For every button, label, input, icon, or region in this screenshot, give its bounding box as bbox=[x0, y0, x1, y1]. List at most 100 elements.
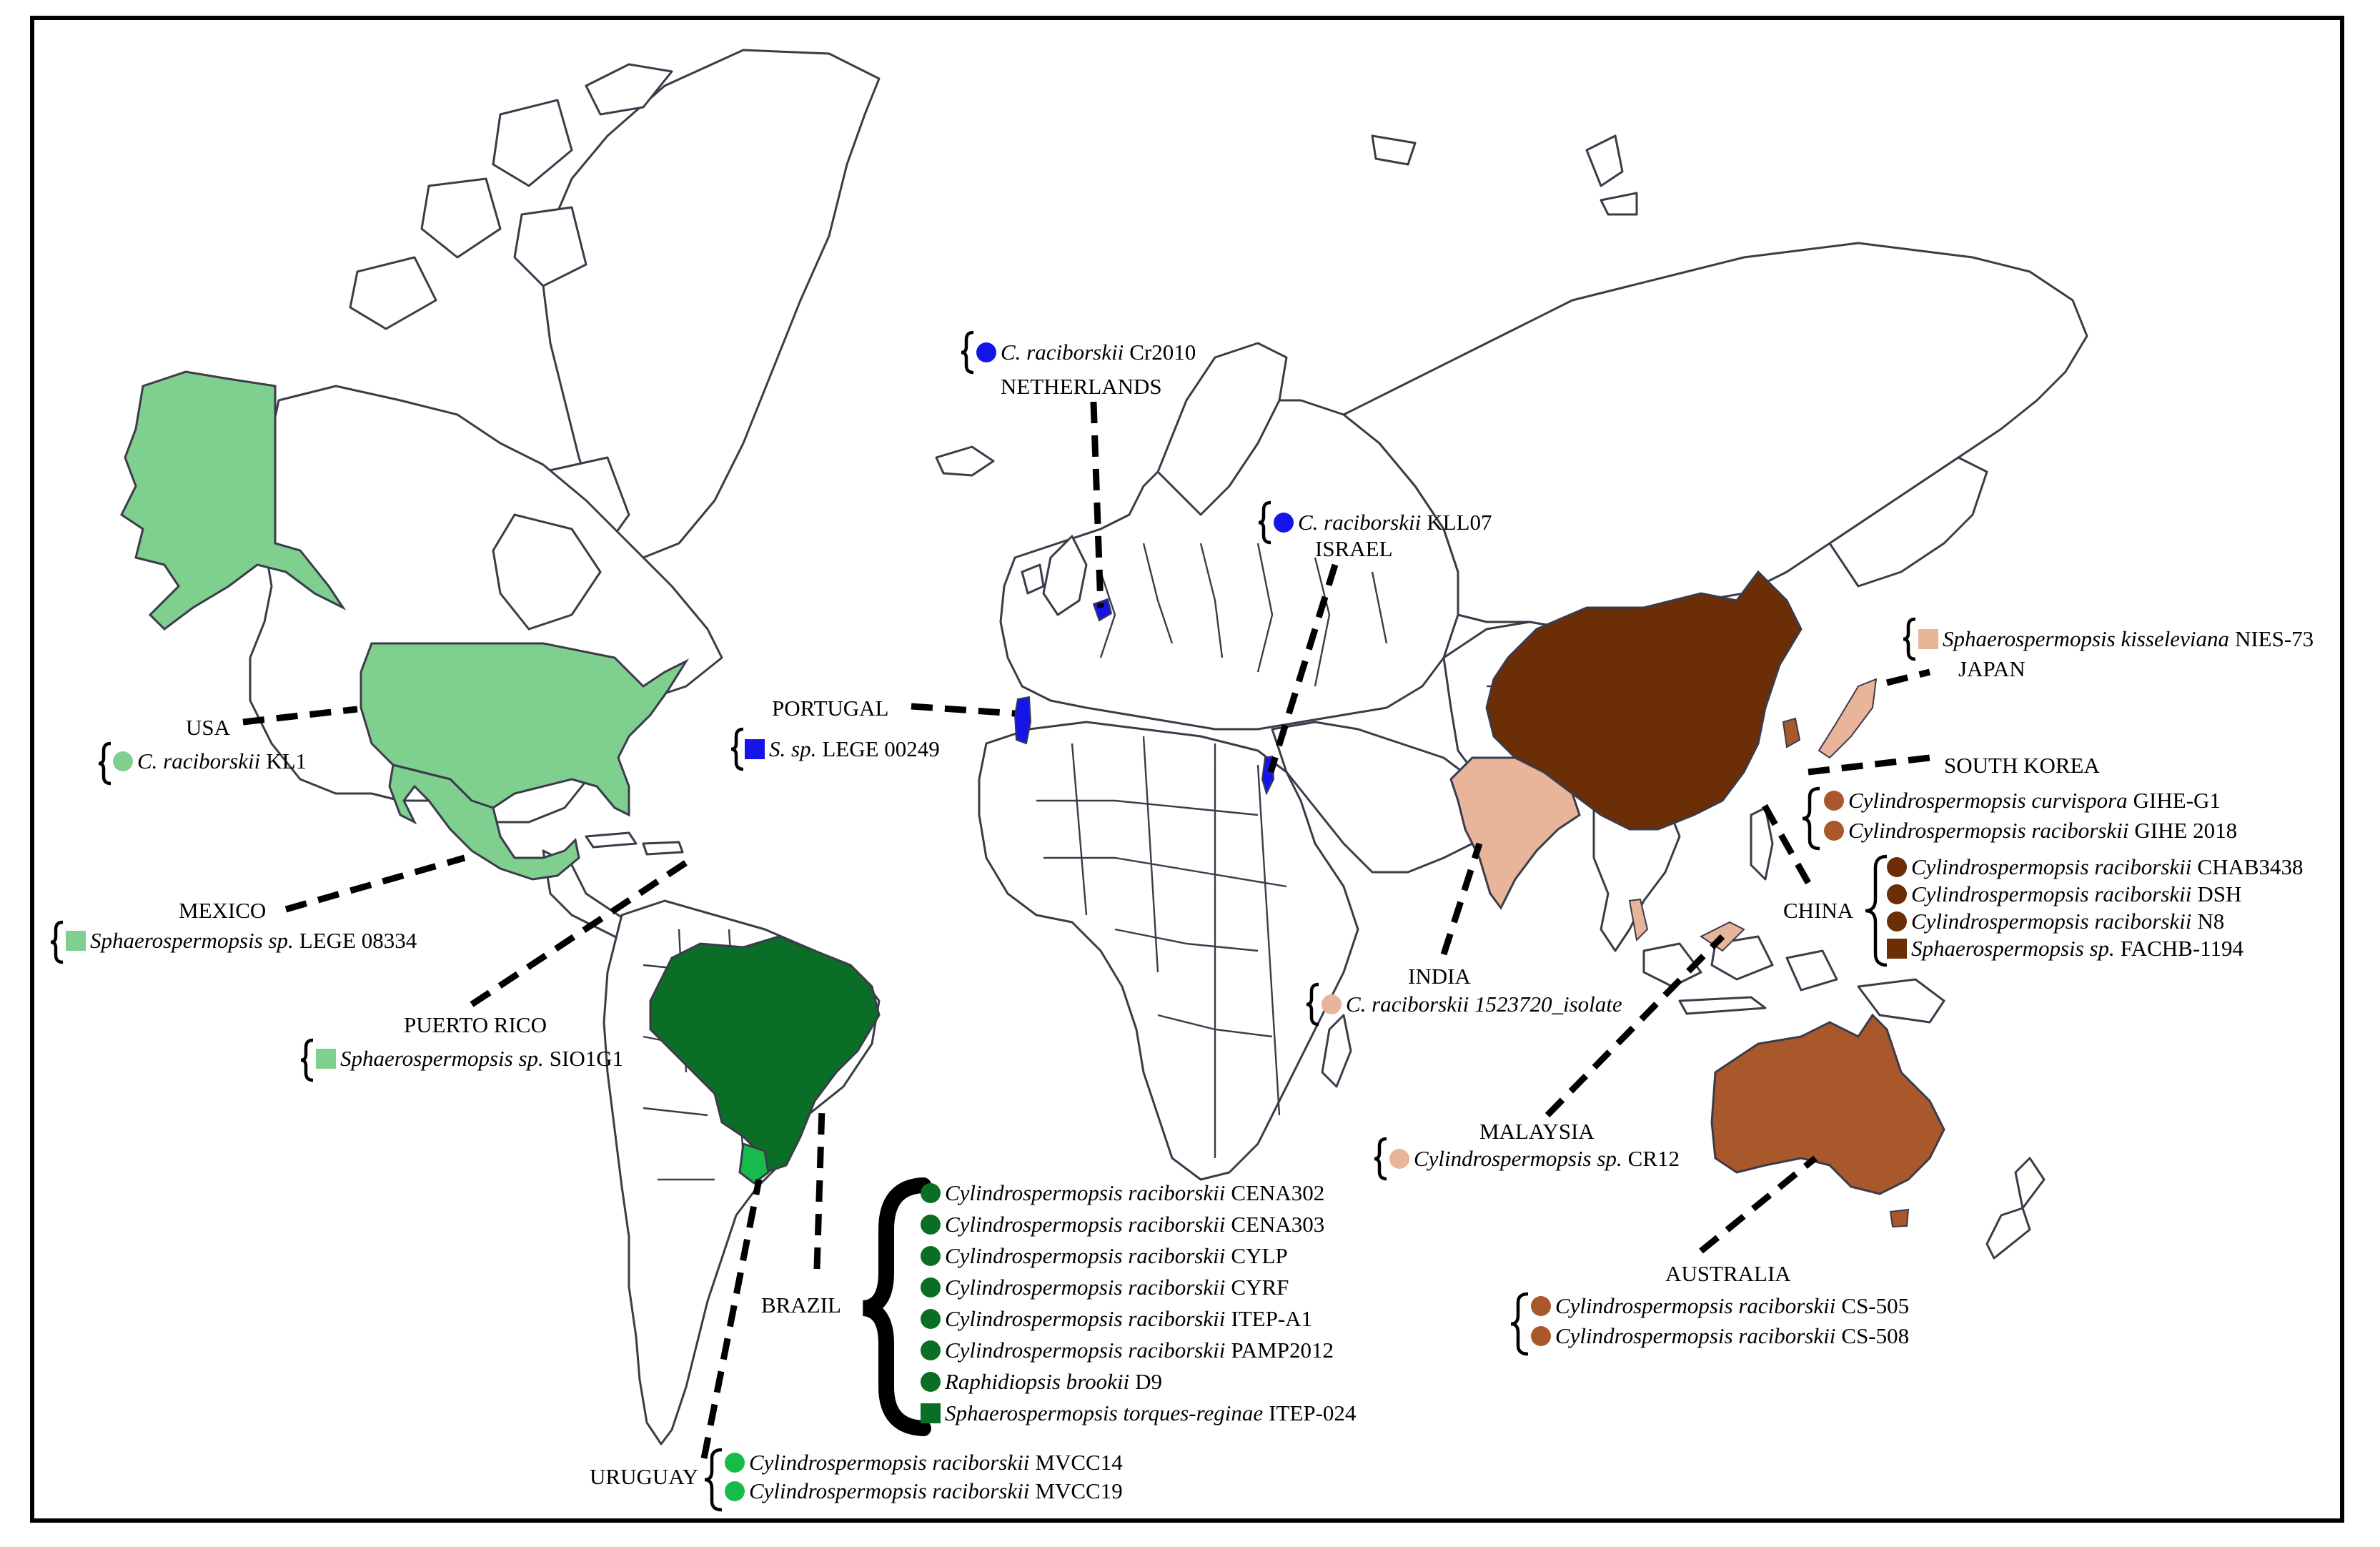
strain-entry: Sphaerospermopsis sp. LEGE 08334 bbox=[66, 929, 417, 952]
new-zealand-land bbox=[1985, 1207, 2031, 1260]
species-name: Raphidiopsis brookii bbox=[945, 1369, 1130, 1394]
species-name: Cylindrospermopsis raciborskii bbox=[749, 1478, 1030, 1503]
strain-id: MVCC14 bbox=[1035, 1450, 1123, 1475]
malaysia-region bbox=[1628, 898, 1649, 942]
strain-id: CYLP bbox=[1231, 1243, 1288, 1268]
strain-entry: Sphaerospermopsis sp. FACHB-1194 bbox=[1887, 937, 2243, 959]
strain-id: SIO1G1 bbox=[549, 1046, 624, 1071]
india-region bbox=[1449, 756, 1581, 910]
circle-marker bbox=[921, 1371, 941, 1392]
strain-entry: Cylindrospermopsis raciborskii N8 bbox=[1887, 910, 2224, 932]
arctic-island bbox=[1371, 134, 1417, 166]
arctic-island bbox=[513, 206, 587, 287]
brace-portugal bbox=[730, 727, 744, 771]
leader-lines bbox=[242, 401, 1931, 1459]
arctic-island bbox=[585, 63, 673, 116]
africa-land bbox=[978, 721, 1359, 1181]
country-label-south-korea: SOUTH KOREA bbox=[1944, 753, 2100, 778]
country-label-malaysia: MALAYSIA bbox=[1479, 1119, 1595, 1144]
circle-marker bbox=[725, 1452, 745, 1473]
circle-marker bbox=[1824, 820, 1844, 841]
strain-id: GIHE 2018 bbox=[2134, 818, 2238, 843]
strain-id: Cr2010 bbox=[1129, 340, 1196, 365]
species-name: Cylindrospermopsis raciborskii bbox=[945, 1306, 1226, 1331]
strain-entry: Sphaerospermopsis sp. SIO1G1 bbox=[316, 1047, 623, 1069]
country-label-brazil: BRAZIL bbox=[761, 1293, 841, 1318]
strain-id: KL1 bbox=[266, 748, 307, 774]
strain-entry: Cylindrospermopsis raciborskii CYRF bbox=[921, 1276, 1289, 1298]
strain-entry: Cylindrospermopsis raciborskii GIHE 2018 bbox=[1824, 819, 2237, 841]
circle-marker bbox=[976, 342, 996, 362]
strain-id: N8 bbox=[2197, 909, 2225, 934]
strain-entry: C. raciborskii Cr2010 bbox=[976, 341, 1196, 363]
species-name: Sphaerospermopsis torques-reginae bbox=[945, 1400, 1264, 1425]
brace-china bbox=[1865, 854, 1888, 967]
species-name: Sphaerospermopsis sp. bbox=[90, 928, 294, 953]
brace-uruguay bbox=[704, 1448, 723, 1512]
brace-netherlands bbox=[961, 330, 974, 375]
iceland-land bbox=[935, 445, 995, 477]
strain-id: CHAB3438 bbox=[2197, 854, 2304, 879]
strain-id: LEGE 00249 bbox=[822, 736, 940, 761]
indonesia-island bbox=[1785, 949, 1838, 992]
square-marker bbox=[1887, 938, 1907, 959]
country-label-puerto-rico: PUERTO RICO bbox=[404, 1012, 547, 1037]
strain-entry: Cylindrospermopsis raciborskii DSH bbox=[1887, 883, 2241, 905]
strain-entry: Cylindrospermopsis raciborskii MVCC14 bbox=[725, 1451, 1123, 1473]
new-guinea-land bbox=[1857, 978, 1945, 1024]
arctic-island bbox=[1585, 134, 1624, 187]
landmasses bbox=[249, 49, 2088, 1445]
strain-id: ITEP-024 bbox=[1269, 1400, 1357, 1425]
circle-marker bbox=[1322, 994, 1342, 1014]
species-name: Cylindrospermopsis raciborskii bbox=[1911, 909, 2192, 934]
strain-id: CENA303 bbox=[1231, 1212, 1325, 1237]
circle-marker bbox=[921, 1214, 941, 1235]
australia-region bbox=[1710, 1013, 1945, 1195]
species-name: Cylindrospermopsis raciborskii bbox=[1555, 1323, 1836, 1348]
east-russia-land bbox=[1828, 456, 1988, 588]
brace-usa bbox=[98, 741, 111, 786]
species-name: Cylindrospermopsis raciborskii bbox=[945, 1275, 1226, 1300]
circle-marker bbox=[1887, 884, 1907, 904]
country-label-usa: USA bbox=[186, 715, 231, 740]
circle-marker bbox=[921, 1308, 941, 1329]
ireland-land bbox=[1021, 563, 1045, 595]
strain-entry: Cylindrospermopsis sp. CR12 bbox=[1389, 1147, 1680, 1170]
species-name: Cylindrospermopsis raciborskii bbox=[945, 1243, 1226, 1268]
highlighted-countries bbox=[120, 370, 1945, 1195]
species-name: C. raciborskii 1523720_isolate bbox=[1346, 992, 1622, 1017]
strain-id: DSH bbox=[2197, 881, 2242, 906]
circle-marker bbox=[1274, 512, 1294, 533]
circle-marker bbox=[921, 1277, 941, 1298]
japan-region bbox=[1818, 678, 1878, 759]
strain-entry: C. raciborskii KLL07 bbox=[1274, 511, 1492, 533]
portugal-region bbox=[1013, 696, 1032, 745]
china-region bbox=[1485, 570, 1803, 831]
country-label-japan: JAPAN bbox=[1958, 656, 2026, 681]
brace-puerto-rico bbox=[300, 1038, 314, 1082]
species-name: Cylindrospermopsis raciborskii bbox=[945, 1212, 1226, 1237]
square-marker bbox=[921, 1403, 941, 1423]
circle-marker bbox=[725, 1481, 745, 1501]
indonesia-island bbox=[1642, 942, 1702, 988]
new-zealand-land bbox=[2014, 1157, 2046, 1210]
circle-marker bbox=[1531, 1325, 1551, 1346]
strain-entry: Cylindrospermopsis raciborskii CENA303 bbox=[921, 1213, 1324, 1235]
caribbean-island bbox=[642, 841, 684, 856]
square-marker bbox=[316, 1048, 336, 1069]
strain-entry: Cylindrospermopsis curvispora GIHE-G1 bbox=[1824, 789, 2221, 811]
caribbean-island bbox=[585, 831, 638, 849]
square-marker bbox=[745, 738, 765, 759]
strain-id: FACHB-1194 bbox=[2120, 936, 2244, 961]
mexico-region bbox=[388, 763, 580, 881]
strain-entry: Cylindrospermopsis raciborskii ITEP-A1 bbox=[921, 1308, 1312, 1330]
brace-israel bbox=[1258, 500, 1271, 545]
species-name: C. raciborskii bbox=[1298, 510, 1422, 535]
circle-marker bbox=[1531, 1295, 1551, 1316]
strain-entry: Cylindrospermopsis raciborskii MVCC19 bbox=[725, 1480, 1123, 1502]
arctic-island bbox=[1600, 192, 1638, 216]
species-name: Cylindrospermopsis raciborskii bbox=[749, 1450, 1030, 1475]
tasmania-land bbox=[1889, 1208, 1910, 1228]
strain-id: NIES-73 bbox=[2234, 626, 2314, 651]
species-name: Cylindrospermopsis raciborskii bbox=[945, 1180, 1226, 1205]
